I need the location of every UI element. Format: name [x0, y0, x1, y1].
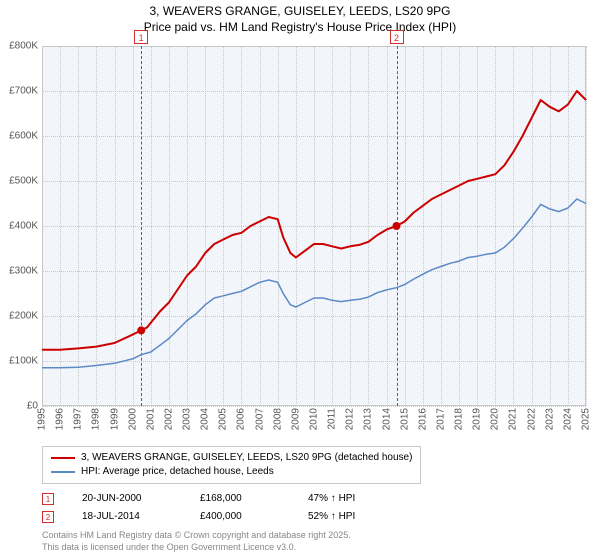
- title-line-1: 3, WEAVERS GRANGE, GUISELEY, LEEDS, LS20…: [0, 4, 600, 20]
- grid-line-h: [42, 406, 586, 407]
- y-tick-label: £100K: [9, 356, 38, 367]
- x-tick-label: 2025: [581, 408, 592, 430]
- x-tick-label: 2005: [218, 408, 229, 430]
- x-tick-label: 2023: [544, 408, 555, 430]
- event-badge: 2: [390, 30, 404, 44]
- x-tick-label: 1996: [55, 408, 66, 430]
- x-tick-label: 2021: [508, 408, 519, 430]
- legend: 3, WEAVERS GRANGE, GUISELEY, LEEDS, LS20…: [42, 446, 421, 484]
- y-tick-label: £200K: [9, 311, 38, 322]
- x-tick-label: 2016: [417, 408, 428, 430]
- x-tick-label: 2015: [399, 408, 410, 430]
- events-row: 1 20-JUN-2000 £168,000 47% ↑ HPI: [42, 490, 355, 508]
- events-table: 1 20-JUN-2000 £168,000 47% ↑ HPI 2 18-JUL-201…: [42, 490, 355, 526]
- legend-label: HPI: Average price, detached house, Leed…: [81, 465, 274, 479]
- y-tick-label: £300K: [9, 266, 38, 277]
- x-tick-label: 1998: [91, 408, 102, 430]
- x-tick-label: 2004: [200, 408, 211, 430]
- events-row-date: 18-JUL-2014: [82, 508, 172, 526]
- events-row-date: 20-JUN-2000: [82, 490, 172, 508]
- x-tick-label: 2018: [454, 408, 465, 430]
- x-tick-label: 2020: [490, 408, 501, 430]
- chart-area: £0£100K£200K£300K£400K£500K£600K£700K£80…: [42, 46, 586, 406]
- x-tick-label: 2019: [472, 408, 483, 430]
- x-tick-label: 2009: [290, 408, 301, 430]
- x-tick-label: 2007: [254, 408, 265, 430]
- x-tick-label: 1999: [109, 408, 120, 430]
- y-tick-label: £400K: [9, 221, 38, 232]
- legend-label: 3, WEAVERS GRANGE, GUISELEY, LEEDS, LS20…: [81, 451, 412, 465]
- x-tick-label: 1995: [37, 408, 48, 430]
- footnote: Contains HM Land Registry data © Crown c…: [42, 530, 351, 553]
- events-row-delta: 47% ↑ HPI: [308, 490, 355, 508]
- event-marker: [137, 326, 145, 334]
- x-tick-label: 2014: [381, 408, 392, 430]
- x-tick-label: 2011: [327, 408, 338, 430]
- x-tick-label: 2022: [526, 408, 537, 430]
- event-badge: 1: [134, 30, 148, 44]
- series-svg: [42, 46, 586, 406]
- y-tick-label: £600K: [9, 131, 38, 142]
- legend-row: 3, WEAVERS GRANGE, GUISELEY, LEEDS, LS20…: [51, 451, 412, 465]
- legend-row: HPI: Average price, detached house, Leed…: [51, 465, 412, 479]
- y-tick-label: £500K: [9, 176, 38, 187]
- events-row-badge: 2: [42, 511, 54, 523]
- x-tick-label: 2010: [309, 408, 320, 430]
- events-row-badge: 1: [42, 493, 54, 505]
- legend-swatch: [51, 471, 75, 473]
- x-tick-label: 2000: [127, 408, 138, 430]
- x-tick-label: 2017: [435, 408, 446, 430]
- event-marker: [393, 222, 401, 230]
- y-tick-label: £700K: [9, 86, 38, 97]
- title-block: 3, WEAVERS GRANGE, GUISELEY, LEEDS, LS20…: [0, 0, 600, 35]
- footnote-line-2: This data is licensed under the Open Gov…: [42, 542, 351, 554]
- x-tick-label: 2013: [363, 408, 374, 430]
- y-tick-label: £800K: [9, 41, 38, 52]
- series-line-price_paid: [42, 91, 586, 350]
- chart-container: 3, WEAVERS GRANGE, GUISELEY, LEEDS, LS20…: [0, 0, 600, 560]
- x-tick-label: 2003: [182, 408, 193, 430]
- events-row-delta: 52% ↑ HPI: [308, 508, 355, 526]
- x-tick-label: 1997: [73, 408, 84, 430]
- footnote-line-1: Contains HM Land Registry data © Crown c…: [42, 530, 351, 542]
- events-row: 2 18-JUL-2014 £400,000 52% ↑ HPI: [42, 508, 355, 526]
- x-tick-label: 2024: [562, 408, 573, 430]
- x-tick-label: 2006: [236, 408, 247, 430]
- x-tick-label: 2008: [272, 408, 283, 430]
- x-tick-label: 2001: [145, 408, 156, 430]
- x-tick-label: 2012: [345, 408, 356, 430]
- series-line-hpi: [42, 199, 586, 368]
- legend-swatch: [51, 457, 75, 459]
- grid-line-v: [586, 46, 587, 406]
- events-row-price: £400,000: [200, 508, 280, 526]
- x-tick-label: 2002: [163, 408, 174, 430]
- title-line-2: Price paid vs. HM Land Registry's House …: [0, 20, 600, 36]
- events-row-price: £168,000: [200, 490, 280, 508]
